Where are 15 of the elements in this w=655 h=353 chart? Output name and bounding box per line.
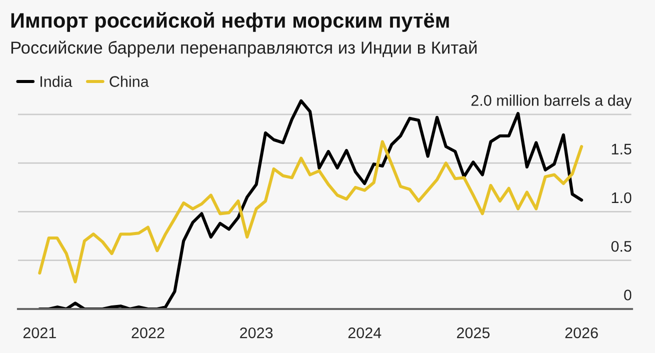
legend-label: India [40,76,72,87]
x-tick-label: 2021 [23,327,56,338]
chart-subtitle: Российские баррели перенаправляются из Индии в Китай [11,40,477,58]
x-tick-label: 2022 [132,327,164,338]
x-tick-label: 2023 [240,327,273,338]
y-tick-label: 1.0 [612,192,632,204]
x-tick-label: 2026 [565,327,598,338]
x-tick-label: 2024 [348,327,382,338]
x-tick-label: 2025 [457,327,490,338]
legend-label: China [110,76,149,87]
y-tick-label: 1.5 [612,144,632,155]
y-tick-label: 0 [624,290,632,300]
y-tick-label: 0.5 [611,240,632,252]
y-tick-label: 2.0 million barrels a day [471,94,632,109]
chart-title: Импорт российской нефти морским путём [11,12,449,32]
